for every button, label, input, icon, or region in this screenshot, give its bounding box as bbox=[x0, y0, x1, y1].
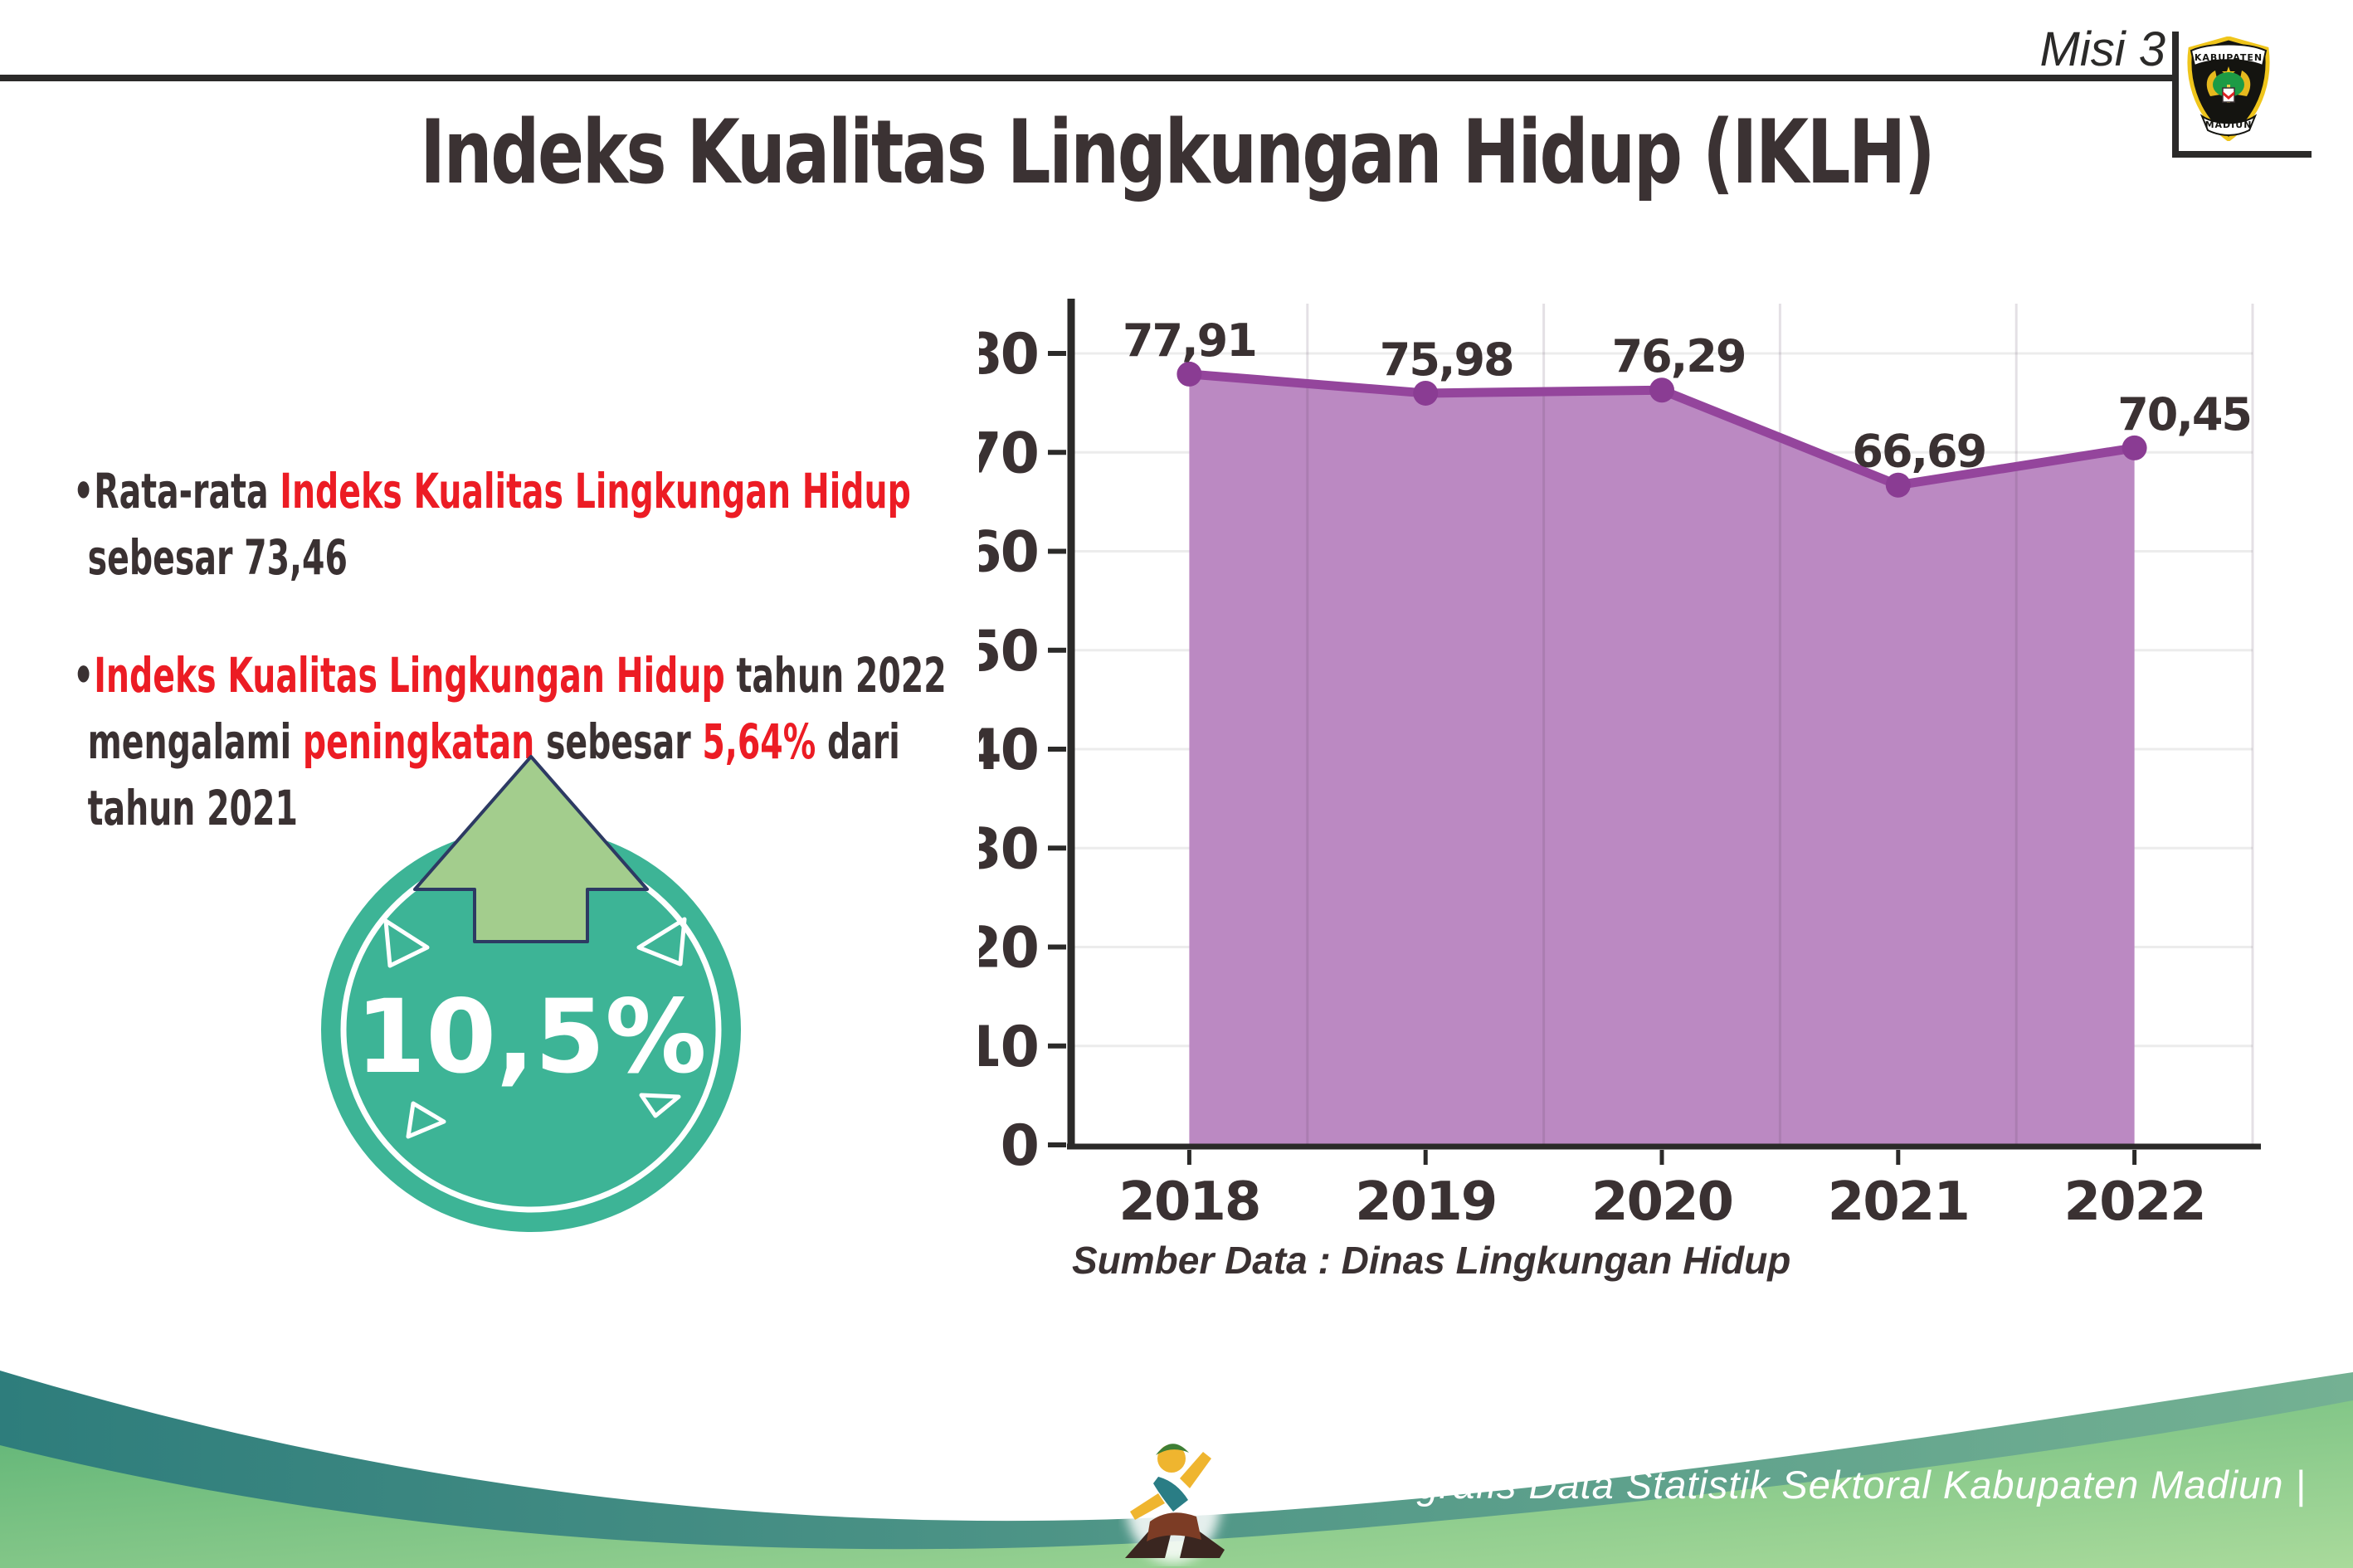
page-title-text: Indeks Kualitas Lingkungan Hidup (IKLH) bbox=[419, 101, 1935, 203]
up-arrow-icon bbox=[413, 755, 649, 943]
x-axis-label: 2022 bbox=[2064, 1171, 2205, 1233]
header-rule bbox=[0, 75, 2175, 81]
mascot-sash bbox=[1153, 1477, 1188, 1512]
footer-wave bbox=[0, 1371, 2353, 1568]
logo-bottom-text: MADIUN bbox=[2205, 119, 2253, 130]
bullet-1-prefix: Rata-rata bbox=[94, 463, 280, 519]
x-axis-label: 2018 bbox=[1118, 1171, 1259, 1233]
data-point bbox=[1413, 380, 1439, 406]
series-area-fill bbox=[1189, 373, 2135, 1146]
value-label: 70,45 bbox=[2117, 388, 2251, 441]
footer-caption: Media Infografis Data Statistik Sektoral… bbox=[1226, 1463, 2307, 1507]
mascot-head bbox=[1157, 1444, 1186, 1473]
bullet-1-line2: sebesar 73,46 bbox=[87, 529, 348, 586]
x-axis-label: 2019 bbox=[1355, 1171, 1496, 1233]
y-axis-label: 10 bbox=[979, 1015, 1038, 1080]
bullet-2-after1: tahun 2022 bbox=[724, 647, 947, 704]
y-axis-label: 40 bbox=[979, 718, 1038, 783]
kabupaten-madiun-logo-icon: KABUPATEN MADIUN bbox=[2187, 37, 2270, 141]
iklh-area-chart: 77,91 75,98 76,29 66,69 70,45 0 10 20 30 40 50 60 70… bbox=[979, 299, 2261, 1233]
logo-inner-chevron bbox=[2223, 91, 2234, 100]
data-point bbox=[2122, 435, 2147, 460]
y-axis-label: 50 bbox=[979, 619, 1038, 684]
bullet-1-highlight: Indeks Kualitas Lingkungan Hidup bbox=[280, 463, 911, 519]
y-axis-label: 70 bbox=[979, 421, 1038, 486]
bullet-2-marker: • bbox=[73, 647, 95, 704]
y-axis-label: 0 bbox=[1001, 1113, 1038, 1179]
bullet-2-line2-hl2: 5,64% bbox=[702, 713, 816, 770]
data-point bbox=[1649, 377, 1674, 403]
badge-triangle-lower-left bbox=[406, 1101, 446, 1139]
insight-bullets: •Rata-rata Indeks Kualitas Lingkungan Hi… bbox=[73, 458, 953, 893]
logo-bottom-banner bbox=[2200, 114, 2258, 136]
bullet-1: •Rata-rata Indeks Kualitas Lingkungan Hi… bbox=[73, 458, 953, 591]
y-axis-label: 80 bbox=[979, 322, 1038, 387]
logo-bracket-horizontal bbox=[2172, 151, 2312, 158]
mascot-right-arm bbox=[1180, 1452, 1211, 1488]
logo-top-text: KABUPATEN bbox=[2195, 52, 2263, 63]
value-label: 75,98 bbox=[1380, 334, 1513, 386]
value-label: 66,69 bbox=[1852, 426, 1985, 478]
source-note: Sumber Data : Dinas Lingkungan Hidup bbox=[1072, 1239, 1791, 1282]
y-axis-label: 30 bbox=[979, 816, 1038, 882]
x-axis-label: 2021 bbox=[1828, 1171, 1969, 1233]
badge-triangle-lower-right bbox=[639, 1093, 681, 1118]
value-label: 77,91 bbox=[1123, 314, 1256, 367]
mascot-left-arm bbox=[1130, 1493, 1165, 1520]
madiun-mascot-icon bbox=[1125, 1437, 1225, 1563]
bullet-2-line2b: sebesar bbox=[534, 713, 703, 770]
mascot-cap bbox=[1156, 1444, 1189, 1455]
page-title: Indeks Kualitas Lingkungan Hidup (IKLH) bbox=[0, 101, 2353, 203]
logo-bracket-vertical bbox=[2172, 32, 2179, 158]
logo-top-banner bbox=[2190, 43, 2268, 67]
bullet-2-line2-hl1: peningkatan bbox=[302, 713, 535, 770]
data-point bbox=[1885, 472, 1911, 498]
mascot-sarong bbox=[1147, 1512, 1201, 1541]
bullet-2-line3: tahun 2021 bbox=[87, 780, 298, 836]
increase-badge: 10,5% bbox=[321, 755, 741, 1232]
y-axis-label: 60 bbox=[979, 520, 1038, 586]
y-axis-label: 20 bbox=[979, 916, 1038, 981]
bullet-2: •Indeks Kualitas Lingkungan Hidup tahun … bbox=[73, 642, 953, 841]
badge-value: 10,5% bbox=[355, 978, 706, 1096]
misi-label: Misi 3 bbox=[2039, 22, 2165, 76]
value-label: 76,29 bbox=[1612, 330, 1746, 382]
footer-wave-green bbox=[0, 1400, 2353, 1568]
bullet-2-highlight1: Indeks Kualitas Lingkungan Hidup bbox=[94, 647, 725, 704]
bullet-1-marker: • bbox=[73, 463, 95, 519]
logo-inner-shield bbox=[2222, 87, 2235, 103]
x-axis-label: 2020 bbox=[1591, 1171, 1732, 1233]
bullet-2-line2c: dari bbox=[816, 713, 900, 770]
badge-triangle-upper-right bbox=[636, 917, 687, 967]
data-point bbox=[1176, 361, 1202, 387]
bullet-2-line2a: mengalami bbox=[87, 713, 303, 770]
badge-triangle-upper-left bbox=[383, 918, 430, 968]
